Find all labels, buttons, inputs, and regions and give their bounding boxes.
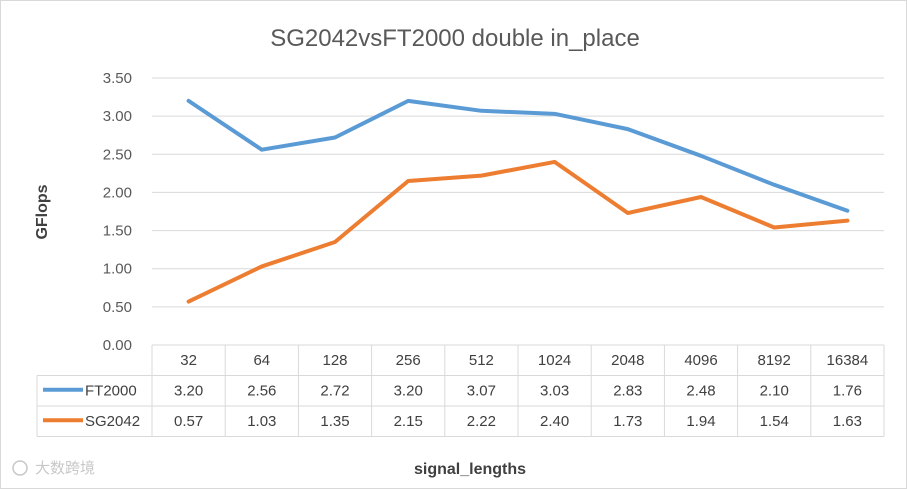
- series-line-sg2042: [186, 159, 850, 304]
- gridlines: [152, 77, 884, 308]
- series-line-ft2000: [186, 98, 850, 213]
- series-lines: [186, 98, 850, 304]
- data-cell: 2.10: [760, 383, 789, 400]
- watermark-logo-icon: [12, 460, 28, 476]
- data-cell: 1.35: [320, 413, 349, 430]
- category-label: 16384: [827, 352, 869, 369]
- x-axis-title: signal_lengths: [414, 461, 526, 478]
- legend-label: FT2000: [85, 383, 137, 400]
- y-axis-title: GFlops: [34, 184, 51, 239]
- data-cell: 2.56: [247, 383, 276, 400]
- watermark: 大数跨境: [12, 459, 95, 477]
- data-table: 32 64 128 256 512 1024 2048 4096 8192 16384 FT2000…: [36, 344, 885, 437]
- data-cell: 1.94: [686, 413, 715, 430]
- y-tick-label: 3.00: [103, 108, 132, 125]
- y-tick-label: 0.00: [103, 337, 132, 354]
- category-label: 32: [180, 352, 197, 369]
- watermark-text: 大数跨境: [35, 459, 95, 477]
- data-cell: 1.63: [833, 413, 862, 430]
- data-cell: 1.73: [613, 413, 642, 430]
- chart-title: SG2042vsFT2000 double in_place: [270, 25, 640, 52]
- data-cell: 1.03: [247, 413, 276, 430]
- data-cell: 3.20: [394, 383, 423, 400]
- category-label: 512: [469, 352, 494, 369]
- data-cell: 1.54: [760, 413, 789, 430]
- data-cell: 3.07: [467, 383, 496, 400]
- y-tick-label: 2.50: [103, 146, 132, 163]
- category-label: 1024: [538, 352, 571, 369]
- data-cell: 0.57: [174, 413, 203, 430]
- category-label: 8192: [758, 352, 791, 369]
- data-cell: 2.72: [320, 383, 349, 400]
- category-label: 256: [396, 352, 421, 369]
- data-cell: 2.48: [686, 383, 715, 400]
- data-cell: 2.40: [540, 413, 569, 430]
- category-label: 2048: [611, 352, 644, 369]
- data-cell: 2.15: [394, 413, 423, 430]
- y-tick-label: 1.50: [103, 223, 132, 240]
- category-label: 64: [253, 352, 270, 369]
- y-tick-label: 3.50: [103, 70, 132, 87]
- data-cell: 1.76: [833, 383, 862, 400]
- data-cell: 3.20: [174, 383, 203, 400]
- data-cell: 2.83: [613, 383, 642, 400]
- y-axis-ticks: 0.00 0.50 1.00 1.50 2.00 2.50 3.00 3.50: [103, 70, 132, 354]
- data-cell: 3.03: [540, 383, 569, 400]
- category-label: 4096: [684, 352, 717, 369]
- y-tick-label: 2.00: [103, 184, 132, 201]
- data-cell: 2.22: [467, 413, 496, 430]
- legend-label: SG2042: [85, 413, 140, 430]
- y-tick-label: 0.50: [103, 299, 132, 316]
- y-tick-label: 1.00: [103, 261, 132, 278]
- category-label: 128: [322, 352, 347, 369]
